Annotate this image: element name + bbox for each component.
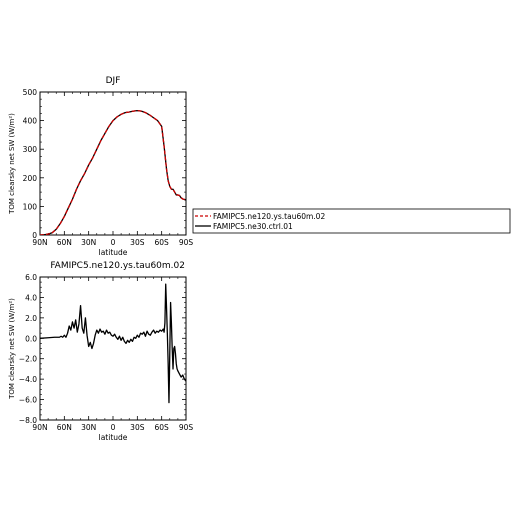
chart1-series-group: [40, 283, 186, 404]
chart0-x-tick-label: 90S: [179, 238, 194, 247]
chart0-x-tick-label: 30S: [130, 238, 145, 247]
chart0-series-group: [40, 109, 186, 235]
chart1-x-axis-label: latitude: [99, 433, 128, 442]
chart1-x-tick-label: 0: [111, 423, 116, 432]
chart1-x-tick-label: 30S: [130, 423, 145, 432]
chart0-legend: FAMIPC5.ne120.ys.tau60m.02FAMIPC5.ne30.c…: [192, 208, 511, 234]
chart1-x-tick-label: 90N: [32, 423, 47, 432]
chart0-x-axis-label: latitude: [99, 248, 128, 257]
chart0-y-axis-label: TOM clearsky net SW (W/m²): [8, 113, 16, 215]
chart1-y-axis-label: TOM clearsky net SW (W/m²): [8, 298, 16, 400]
chart1-y-tick-label: 0.0: [25, 334, 37, 343]
chart0-x-tick-label: 90N: [32, 238, 47, 247]
chart0-x-tick-label: 60N: [57, 238, 72, 247]
chart0-y-tick-label: 400: [23, 117, 38, 126]
chart1-y-tick-label: 2.0: [25, 314, 37, 323]
chart0-x-tick-label: 0: [111, 238, 116, 247]
chart0-panel: 0 100 200 300 400 500 90N 60N 30N 0 30S 60S 90S latit…: [8, 76, 511, 257]
chart0-x-tick-label: 60S: [155, 238, 170, 247]
chart1-y-tick-label: −8.0: [19, 416, 37, 425]
chart0-y-tick-label: 300: [23, 145, 38, 154]
chart1-series-line-0: [40, 283, 186, 404]
chart1-y-tick-label: 4.0: [25, 293, 37, 302]
chart0-y-tick-label: 500: [23, 88, 38, 97]
chart0-y-tick-label: 200: [23, 174, 38, 183]
chart1-panel: −8.0 −6.0 −4.0 −2.0 0.0 2.0 4.0 6.0 90N 60N 30N 0 30…: [8, 261, 193, 442]
chart1-x-tick-label: 60N: [57, 423, 72, 432]
chart1-y-tick-label: −2.0: [19, 355, 37, 364]
chart0-series-line-1: [40, 109, 186, 235]
chart0-y-tick-label: 100: [23, 202, 38, 211]
chart0-legend-label-0: FAMIPC5.ne120.ys.tau60m.02: [213, 212, 325, 221]
chart0-y-tick-label: 0: [32, 231, 37, 240]
chart1-y-tick-label: −4.0: [19, 375, 37, 384]
chart1-y-tick-label: 6.0: [25, 273, 37, 282]
chart0-legend-label-1: FAMIPC5.ne30.ctrl.01: [213, 222, 293, 231]
chart0-legend-box: [192, 208, 511, 234]
chart1-x-tick-label: 90S: [179, 423, 194, 432]
chart0-x-tick-label: 30N: [81, 238, 96, 247]
chart0-plot-frame: [39, 91, 187, 236]
chart0-title: DJF: [106, 76, 121, 86]
chart1-x-tick-label: 30N: [81, 423, 96, 432]
chart1-x-tick-label: 60S: [155, 423, 170, 432]
chart0-series-line-0: [40, 109, 186, 235]
chart1-title: FAMIPC5.ne120.ys.tau60m.02: [50, 261, 185, 271]
chart1-y-tick-label: −6.0: [19, 396, 37, 405]
chart1-plot-frame: [39, 276, 187, 421]
